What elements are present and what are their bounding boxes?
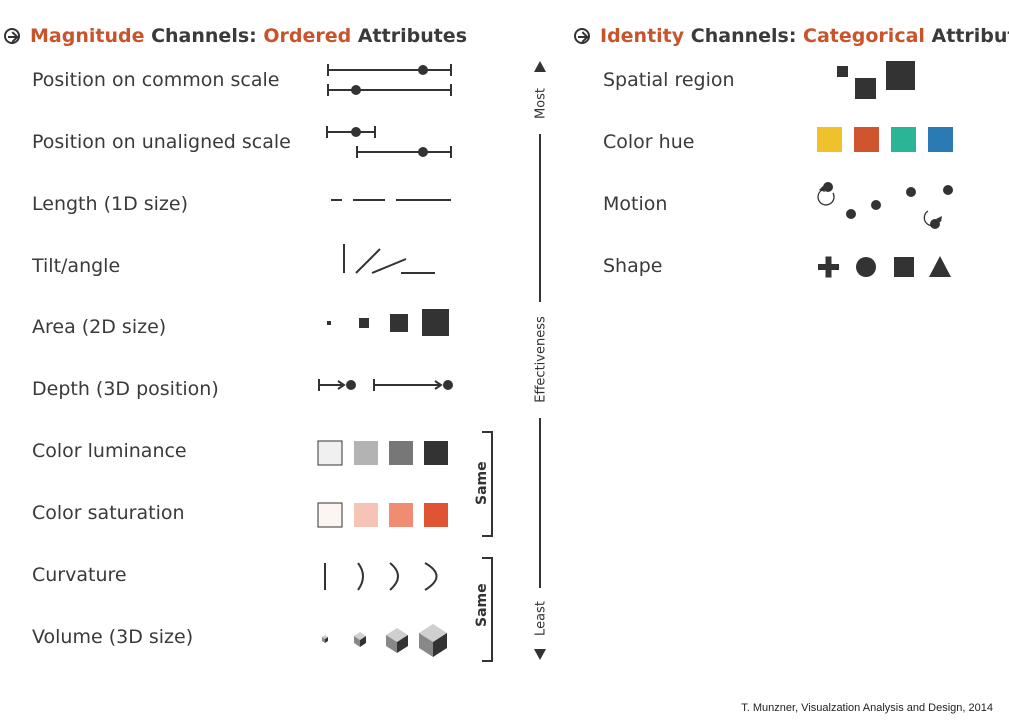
channels-word: Channels: [684,25,804,47]
shape-glyph [818,256,951,278]
label-spatial-region: Spatial region [603,69,735,91]
label-color-saturation: Color saturation [32,502,185,524]
label-motion: Motion [603,193,668,215]
attributes-word: Attributes [351,25,468,47]
area-glyph [327,309,449,336]
spatial-region-glyph [837,61,915,99]
magnitude-heading: Magnitude Channels: Ordered Attributes [4,22,467,50]
label-tilt: Tilt/angle [32,255,121,277]
identity-word: Identity [600,25,685,47]
label-area: Area (2D size) [32,316,167,338]
label-position-unaligned: Position on unaligned scale [32,131,291,153]
label-color-luminance: Color luminance [32,440,187,462]
arrow-up-icon [534,61,546,72]
motion-glyph [817,182,953,229]
categorical-word: Categorical [803,25,925,47]
label-curvature: Curvature [32,564,127,586]
label-length: Length (1D size) [32,193,188,215]
identity-heading: Identity Channels: Categorical Attribute… [574,22,1009,50]
channels-word: Channels: [144,25,264,47]
magnitude-word: Magnitude [30,25,145,47]
same-brackets [482,431,493,662]
label-volume: Volume (3D size) [32,626,194,648]
arrow-circle-icon [4,28,20,44]
color-saturation-glyph [317,502,448,528]
ordered-word: Ordered [263,25,352,47]
effectiveness-axis [534,61,546,660]
position-common-glyph [327,64,452,96]
volume-glyph [322,624,447,657]
depth-glyph [318,379,453,391]
position-unaligned-glyph [326,126,452,158]
label-position-common: Position on common scale [32,69,280,91]
arrow-circle-icon [574,28,590,44]
color-hue-glyph [817,127,953,152]
arrow-down-icon [534,649,546,660]
attributes-word: Attributes [931,25,1009,47]
color-luminance-glyph [317,440,448,466]
label-depth: Depth (3D position) [32,378,219,400]
label-shape: Shape [603,255,663,277]
label-color-hue: Color hue [603,131,695,153]
credit-text: T. Munzner, Visualzation Analysis and De… [741,702,993,714]
curvature-glyph [324,562,438,591]
tilt-glyph [343,244,435,274]
